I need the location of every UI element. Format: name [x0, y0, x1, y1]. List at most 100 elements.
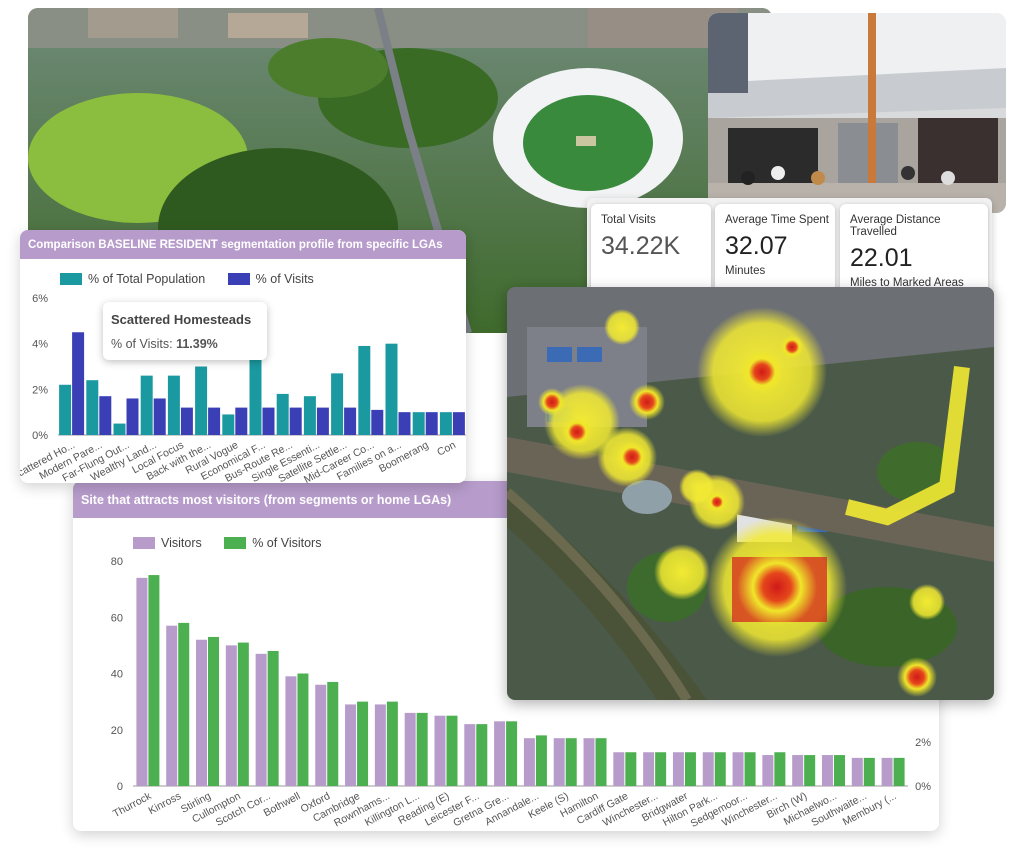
bar — [178, 622, 190, 786]
legend-label: % of Visits — [255, 272, 314, 286]
bar — [289, 407, 302, 435]
bar — [386, 701, 398, 786]
bar — [331, 373, 344, 435]
kpi-label: Average Time Spent — [725, 214, 829, 226]
heatmap-map[interactable] — [507, 287, 994, 700]
legend-pct-visits[interactable]: % of Visits — [227, 272, 314, 286]
y-tick-label: 0% — [32, 430, 48, 442]
bar — [416, 712, 428, 786]
bar — [126, 398, 139, 435]
bar — [702, 752, 714, 786]
kpi-value: 34.22K — [601, 232, 681, 260]
tooltip-title: Scattered Homesteads — [111, 312, 252, 327]
tooltip-label: % of Visits: — [111, 337, 173, 351]
bar — [595, 738, 607, 786]
bar — [196, 639, 208, 786]
bar — [167, 375, 180, 435]
bar — [327, 681, 339, 786]
bar — [358, 345, 371, 435]
shopping-mall-photo — [708, 13, 1006, 213]
bar — [833, 755, 845, 786]
kpi-label: Average Distance Travelled — [850, 214, 941, 238]
bar — [464, 724, 476, 786]
bar — [412, 412, 425, 435]
bar — [344, 407, 357, 435]
kpi-label: Total Visits — [601, 214, 656, 226]
bar — [374, 704, 386, 786]
bar — [136, 577, 148, 786]
bar — [180, 407, 193, 435]
bar — [434, 715, 446, 786]
bar — [643, 752, 655, 786]
bar — [452, 412, 465, 435]
site-chart-title: Site that attracts most visitors (from s… — [81, 492, 452, 507]
bar — [655, 752, 667, 786]
legend-label: Visitors — [161, 536, 202, 550]
y-tick-label: 60 — [111, 612, 123, 624]
bar — [113, 423, 126, 435]
bar — [225, 645, 237, 786]
kpi-average-time: Average Time Spent 32.07 Minutes — [715, 204, 835, 294]
legend-pct-visitors[interactable]: % of Visitors — [224, 536, 321, 550]
chart-tooltip: Scattered Homesteads % of Visits: 11.39% — [103, 302, 267, 360]
bar — [494, 721, 506, 786]
bar — [446, 715, 458, 786]
bar — [208, 407, 221, 435]
bar — [195, 366, 208, 435]
kpi-value: 32.07 — [725, 232, 788, 260]
bar — [385, 343, 398, 435]
bar — [851, 757, 863, 786]
bar — [72, 332, 85, 435]
bar — [316, 407, 329, 435]
bar — [804, 755, 816, 786]
bar — [153, 398, 166, 435]
bar — [148, 575, 160, 786]
bar — [744, 752, 756, 786]
tooltip-value: 11.39% — [176, 337, 218, 351]
bar — [235, 407, 248, 435]
bar — [166, 625, 178, 786]
bar — [439, 412, 452, 435]
bar — [285, 676, 297, 786]
bar — [267, 651, 279, 786]
bar — [565, 738, 577, 786]
bar — [672, 752, 684, 786]
bar — [881, 757, 893, 786]
y-tick-label: 2% — [32, 384, 48, 396]
bar — [86, 380, 99, 435]
bar — [535, 735, 547, 786]
right-axis-tick-label: 2% — [915, 737, 931, 749]
bar — [303, 396, 316, 435]
legend-visitors[interactable]: Visitors — [133, 536, 202, 550]
bar — [425, 412, 438, 435]
bar — [613, 752, 625, 786]
bar — [276, 393, 289, 435]
segmentation-chart-card: Comparison BASELINE RESIDENT segmentatio… — [20, 230, 466, 483]
bar — [792, 755, 804, 786]
kpi-panel: Total Visits 34.22K Average Time Spent 3… — [587, 198, 992, 300]
bar — [222, 414, 235, 435]
x-tick-label: Con — [435, 439, 458, 459]
y-tick-label: 0 — [117, 781, 123, 793]
bar — [553, 738, 565, 786]
site-chart-legend: Visitors % of Visitors — [133, 536, 339, 554]
kpi-total-visits: Total Visits 34.22K — [591, 204, 711, 294]
bar — [506, 721, 518, 786]
legend-label: % of Visitors — [252, 536, 322, 550]
legend-total-population[interactable]: % of Total Population — [60, 272, 205, 286]
bar — [714, 752, 726, 786]
bar — [315, 684, 327, 786]
bar — [774, 752, 786, 786]
bar — [262, 407, 275, 435]
bar — [625, 752, 637, 786]
bar — [404, 712, 416, 786]
bar — [684, 752, 696, 786]
y-tick-label: 80 — [111, 556, 123, 568]
y-tick-label: 40 — [111, 669, 123, 681]
legend-label: % of Total Population — [88, 272, 206, 286]
y-tick-label: 4% — [32, 339, 48, 351]
kpi-average-distance: Average Distance Travelled 22.01 Miles t… — [840, 204, 988, 294]
bar — [893, 757, 905, 786]
bar — [476, 724, 488, 786]
seg-chart-plot: 6%4%2%0%cattered Ho...Modern Pare...Far-… — [20, 293, 466, 483]
